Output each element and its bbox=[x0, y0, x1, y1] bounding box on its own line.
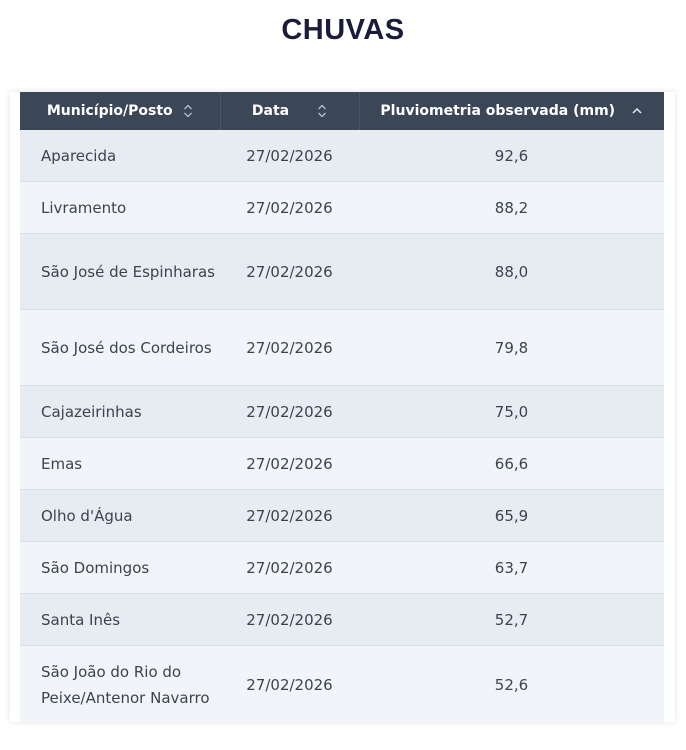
table-row: Cajazeirinhas 27/02/2026 75,0 bbox=[20, 385, 664, 438]
cell-data: 27/02/2026 bbox=[220, 233, 359, 310]
cell-municipio: São José dos Cordeiros bbox=[20, 309, 220, 386]
cell-data: 27/02/2026 bbox=[220, 541, 359, 594]
cell-pluviometria: 79,8 bbox=[359, 309, 664, 386]
cell-pluviometria: 52,7 bbox=[359, 593, 664, 646]
cell-municipio: Santa Inês bbox=[20, 593, 220, 646]
table-row: São José dos Cordeiros 27/02/2026 79,8 bbox=[20, 309, 664, 386]
cell-data: 27/02/2026 bbox=[220, 437, 359, 490]
table-scroll-area[interactable]: Município/Posto Data bbox=[20, 92, 664, 722]
column-header-label: Data bbox=[251, 103, 290, 119]
page-title: CHUVAS bbox=[281, 14, 405, 46]
sort-both-icon[interactable] bbox=[317, 103, 327, 119]
cell-pluviometria: 92,6 bbox=[359, 130, 664, 182]
cell-municipio: São João do Rio do Peixe/Antenor Navarro bbox=[20, 645, 220, 722]
cell-data: 27/02/2026 bbox=[220, 181, 359, 234]
table-header: Município/Posto Data bbox=[20, 92, 664, 130]
cell-data: 27/02/2026 bbox=[220, 130, 359, 182]
table-row: Olho d'Água 27/02/2026 65,9 bbox=[20, 489, 664, 542]
table-row: Aparecida 27/02/2026 92,6 bbox=[20, 130, 664, 182]
rainfall-table: Município/Posto Data bbox=[20, 92, 664, 722]
cell-pluviometria: 66,6 bbox=[359, 437, 664, 490]
table-row: Livramento 27/02/2026 88,2 bbox=[20, 181, 664, 234]
cell-municipio: São José de Espinharas bbox=[20, 233, 220, 310]
cell-data: 27/02/2026 bbox=[220, 385, 359, 438]
sort-up-icon[interactable] bbox=[631, 106, 643, 116]
table-row: São José de Espinharas 27/02/2026 88,0 bbox=[20, 233, 664, 310]
cell-pluviometria: 75,0 bbox=[359, 385, 664, 438]
rainfall-table-card: Município/Posto Data bbox=[10, 92, 675, 722]
cell-municipio: Livramento bbox=[20, 181, 220, 234]
column-header-data[interactable]: Data bbox=[220, 92, 360, 130]
cell-pluviometria: 52,6 bbox=[359, 645, 664, 722]
cell-municipio: Emas bbox=[20, 437, 220, 490]
column-header-label: Pluviometria observada (mm) bbox=[380, 103, 616, 119]
cell-municipio: Cajazeirinhas bbox=[20, 385, 220, 438]
cell-municipio: Olho d'Água bbox=[20, 489, 220, 542]
cell-pluviometria: 88,0 bbox=[359, 233, 664, 310]
cell-data: 27/02/2026 bbox=[220, 309, 359, 386]
cell-municipio: São Domingos bbox=[20, 541, 220, 594]
cell-municipio: Aparecida bbox=[20, 130, 220, 182]
cell-pluviometria: 63,7 bbox=[359, 541, 664, 594]
cell-data: 27/02/2026 bbox=[220, 645, 359, 722]
sort-both-icon[interactable] bbox=[183, 103, 193, 119]
column-header-pluviometria[interactable]: Pluviometria observada (mm) bbox=[359, 92, 664, 130]
table-row: São João do Rio do Peixe/Antenor Navarro… bbox=[20, 645, 664, 722]
cell-pluviometria: 65,9 bbox=[359, 489, 664, 542]
cell-data: 27/02/2026 bbox=[220, 489, 359, 542]
table-row: São Domingos 27/02/2026 63,7 bbox=[20, 541, 664, 594]
table-row: Santa Inês 27/02/2026 52,7 bbox=[20, 593, 664, 646]
table-row: Emas 27/02/2026 66,6 bbox=[20, 437, 664, 490]
table-body: Aparecida 27/02/2026 92,6 Livramento 27/… bbox=[20, 130, 664, 722]
column-header-municipio[interactable]: Município/Posto bbox=[20, 92, 221, 130]
column-header-label: Município/Posto bbox=[46, 103, 173, 119]
cell-data: 27/02/2026 bbox=[220, 593, 359, 646]
cell-pluviometria: 88,2 bbox=[359, 181, 664, 234]
